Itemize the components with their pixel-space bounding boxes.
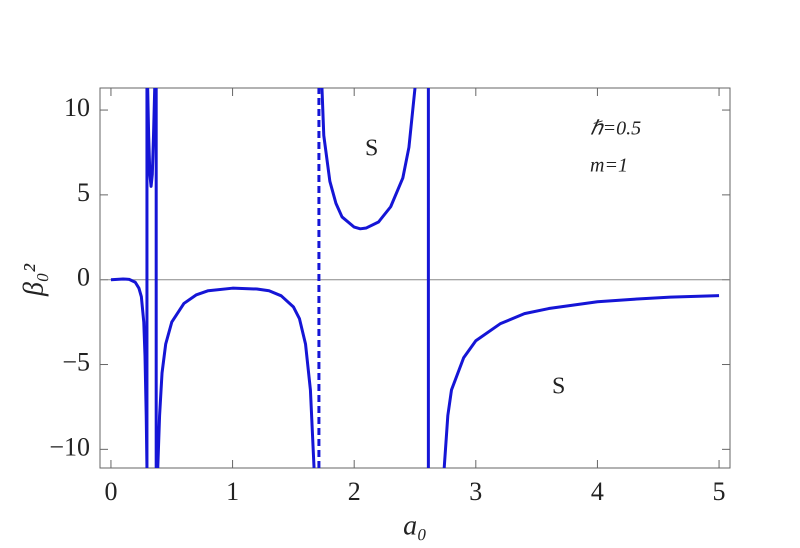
y-axis-label: β₀² bbox=[18, 263, 49, 297]
annotation: S bbox=[365, 136, 378, 162]
y-tick-label: 10 bbox=[64, 93, 90, 122]
x-tick-label: 2 bbox=[348, 477, 361, 506]
annotation: S bbox=[552, 374, 565, 400]
plot-frame bbox=[99, 87, 731, 469]
plot-area bbox=[110, 88, 720, 468]
x-tick-label: 1 bbox=[226, 477, 239, 506]
y-tick-label: −10 bbox=[49, 432, 90, 461]
x-tick-label: 4 bbox=[591, 477, 604, 506]
x-tick-label: 3 bbox=[469, 477, 482, 506]
annotation: ℏ=0.5 bbox=[590, 118, 641, 140]
x-tick-label: 0 bbox=[104, 477, 117, 506]
annotation: m=1 bbox=[590, 155, 628, 177]
y-tick-label: 5 bbox=[77, 178, 90, 207]
y-tick-label: −5 bbox=[62, 347, 90, 376]
x-axis-label: a₀ bbox=[403, 510, 427, 541]
curve bbox=[110, 88, 720, 468]
y-tick-label: 0 bbox=[77, 263, 90, 292]
x-tick-label: 5 bbox=[713, 477, 726, 506]
